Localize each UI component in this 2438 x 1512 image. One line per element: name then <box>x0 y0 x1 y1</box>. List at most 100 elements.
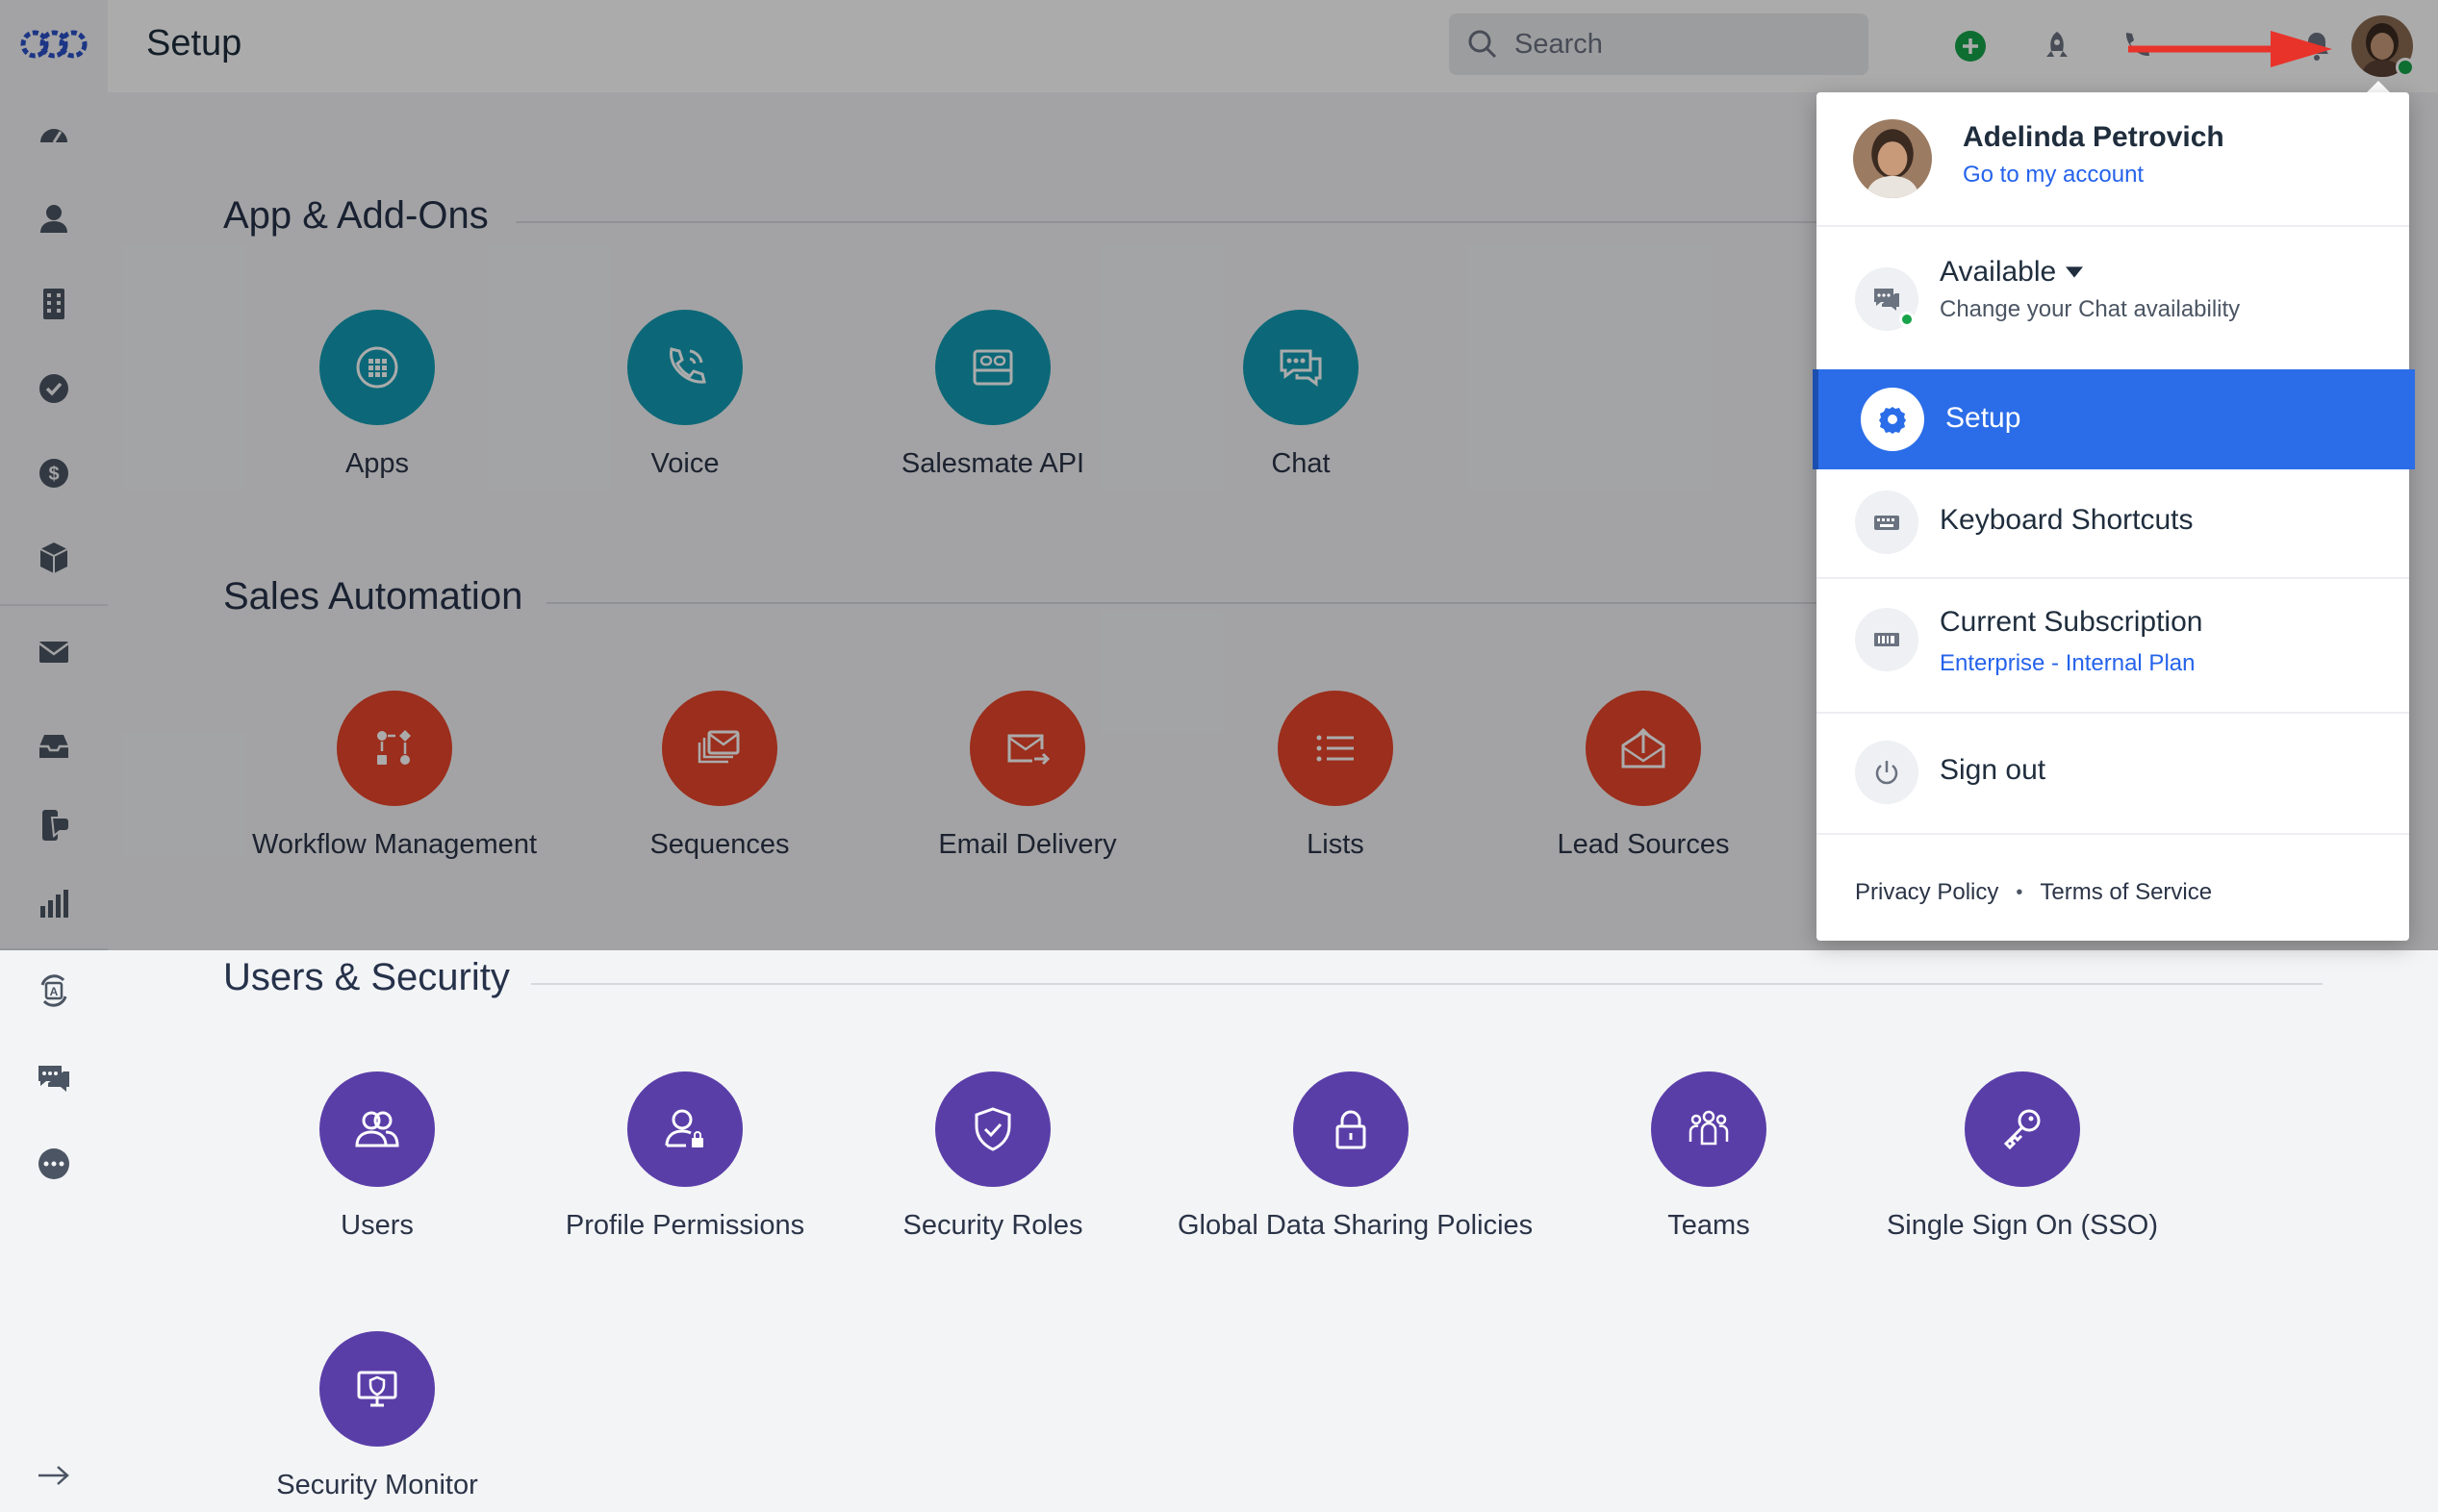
page-title: Setup <box>146 23 242 63</box>
top-header: Setup <box>108 0 2438 94</box>
teams-icon <box>1689 1110 1729 1146</box>
account-row[interactable]: Adelinda Petrovich Go to my account <box>1816 92 2409 225</box>
sign-out-label: Sign out <box>1940 754 2046 786</box>
chat-bubble-icon <box>1280 349 1322 387</box>
online-status-dot <box>2396 58 2415 77</box>
caret-down-icon[interactable] <box>2066 266 2084 278</box>
tasks-icon[interactable] <box>31 365 77 412</box>
tile-label: Salesmate API <box>901 448 1085 479</box>
user-name: Adelinda Petrovich <box>1963 121 2224 153</box>
tile-sequences[interactable]: Sequences <box>546 691 893 861</box>
contacts-icon[interactable] <box>31 196 77 242</box>
menu-item-setup[interactable]: Setup <box>1813 369 2415 469</box>
profile-lock-icon <box>665 1109 703 1147</box>
tile-label: Profile Permissions <box>565 1210 805 1241</box>
tile-label: Security Roles <box>902 1210 1083 1241</box>
menu-item-current-subscription[interactable]: Current Subscription Enterprise - Intern… <box>1816 579 2409 712</box>
list-icon <box>1316 735 1354 762</box>
email-delivery-icon <box>1007 734 1051 766</box>
setup-label: Setup <box>1945 402 2021 434</box>
tile-voice[interactable]: Voice <box>512 310 858 480</box>
tile-label: Lists <box>1307 829 1364 860</box>
user-avatar-button[interactable] <box>2351 15 2415 77</box>
add-new-icon[interactable] <box>1949 25 1992 67</box>
availability-description: Change your Chat availability <box>1940 296 2241 322</box>
sequences-icon <box>698 730 740 764</box>
dropdown-caret <box>2365 81 2392 94</box>
workflow-icon <box>377 730 411 765</box>
tile-lead-sources[interactable]: Lead Sources <box>1470 691 1816 861</box>
subscription-icon <box>1855 608 1918 671</box>
tile-label: Global Data Sharing Policies <box>1178 1210 1534 1241</box>
tile-label: Email Delivery <box>938 829 1117 860</box>
availability-row[interactable]: Available Change your Chat availability <box>1816 227 2409 367</box>
subscription-plan-link[interactable]: Enterprise - Internal Plan <box>1940 650 2196 676</box>
reports-icon[interactable] <box>31 881 77 927</box>
api-icon <box>973 349 1013 386</box>
section-divider <box>546 602 2215 604</box>
key-icon <box>2003 1109 2041 1150</box>
menu-item-keyboard-shortcuts[interactable]: Keyboard Shortcuts <box>1816 469 2409 577</box>
tile-apps[interactable]: Apps <box>204 310 550 480</box>
footer-separator: • <box>2016 881 2023 903</box>
lead-sources-icon <box>1621 727 1665 769</box>
rocket-icon[interactable] <box>2036 25 2078 67</box>
svg-text:A: A <box>50 985 59 998</box>
shield-icon <box>975 1107 1011 1151</box>
keyboard-shortcuts-label: Keyboard Shortcuts <box>1940 504 2194 536</box>
tile-label: Chat <box>1271 448 1331 479</box>
automation-icon[interactable]: A <box>31 968 77 1014</box>
tile-salesmate-api[interactable]: Salesmate API <box>820 310 1166 480</box>
monitor-shield-icon <box>357 1371 397 1407</box>
section-divider <box>516 221 2215 223</box>
expand-arrow-icon[interactable] <box>31 1452 77 1499</box>
logo-icon[interactable] <box>17 25 90 63</box>
dashboard-icon[interactable] <box>31 112 77 158</box>
left-sidebar: $ A <box>0 0 110 1512</box>
products-icon[interactable] <box>31 535 77 581</box>
companies-icon[interactable] <box>31 281 77 327</box>
tile-security-monitor[interactable]: Security Monitor <box>204 1331 550 1501</box>
privacy-policy-link[interactable]: Privacy Policy <box>1855 879 1999 905</box>
tile-single-sign-on[interactable]: Single Sign On (SSO) <box>1849 1071 2196 1242</box>
tile-global-data-sharing-policies[interactable]: Global Data Sharing Policies <box>1178 1071 1534 1242</box>
tile-profile-permissions[interactable]: Profile Permissions <box>512 1071 858 1242</box>
availability-label[interactable]: Available <box>1940 256 2057 288</box>
go-to-account-link[interactable]: Go to my account <box>1963 162 2145 188</box>
tile-email-delivery[interactable]: Email Delivery <box>854 691 1201 861</box>
power-icon <box>1855 741 1918 804</box>
tile-label: Security Monitor <box>276 1470 478 1500</box>
search-box[interactable] <box>1449 13 1868 75</box>
more-icon[interactable] <box>31 1141 77 1187</box>
section-divider <box>531 983 2323 985</box>
tile-security-roles[interactable]: Security Roles <box>820 1071 1166 1242</box>
tile-workflow-management[interactable]: Workflow Management <box>221 691 568 861</box>
search-icon <box>1468 30 1497 59</box>
chat-icon[interactable] <box>31 1054 77 1100</box>
deals-icon[interactable]: $ <box>31 450 77 496</box>
tile-label: Teams <box>1667 1210 1750 1241</box>
tile-lists[interactable]: Lists <box>1162 691 1509 861</box>
email-icon[interactable] <box>31 629 77 675</box>
terms-of-service-link[interactable]: Terms of Service <box>2040 879 2213 905</box>
tile-label: Lead Sources <box>1557 829 1730 860</box>
gear-icon <box>1861 388 1924 451</box>
tile-chat[interactable]: Chat <box>1128 310 1474 480</box>
tile-users[interactable]: Users <box>204 1071 550 1242</box>
phone-icon <box>670 347 706 384</box>
search-input[interactable] <box>1512 27 1863 62</box>
section-title-app-addons: App & Add-Ons <box>223 194 489 237</box>
section-title-users-security: Users & Security <box>223 956 510 998</box>
tile-label: Workflow Management <box>251 829 538 860</box>
lock-icon <box>1335 1110 1366 1149</box>
available-status-dot <box>1899 312 1915 327</box>
inbox-icon[interactable] <box>31 723 77 769</box>
avatar-image <box>1853 119 1932 198</box>
tile-label: Sequences <box>649 829 790 860</box>
tile-label: Apps <box>344 448 410 479</box>
svg-text:$: $ <box>48 464 59 485</box>
conversations-icon[interactable] <box>31 802 77 848</box>
subscription-label: Current Subscription <box>1940 606 2203 638</box>
tile-teams[interactable]: Teams <box>1536 1071 1882 1242</box>
menu-item-sign-out[interactable]: Sign out <box>1816 714 2409 833</box>
